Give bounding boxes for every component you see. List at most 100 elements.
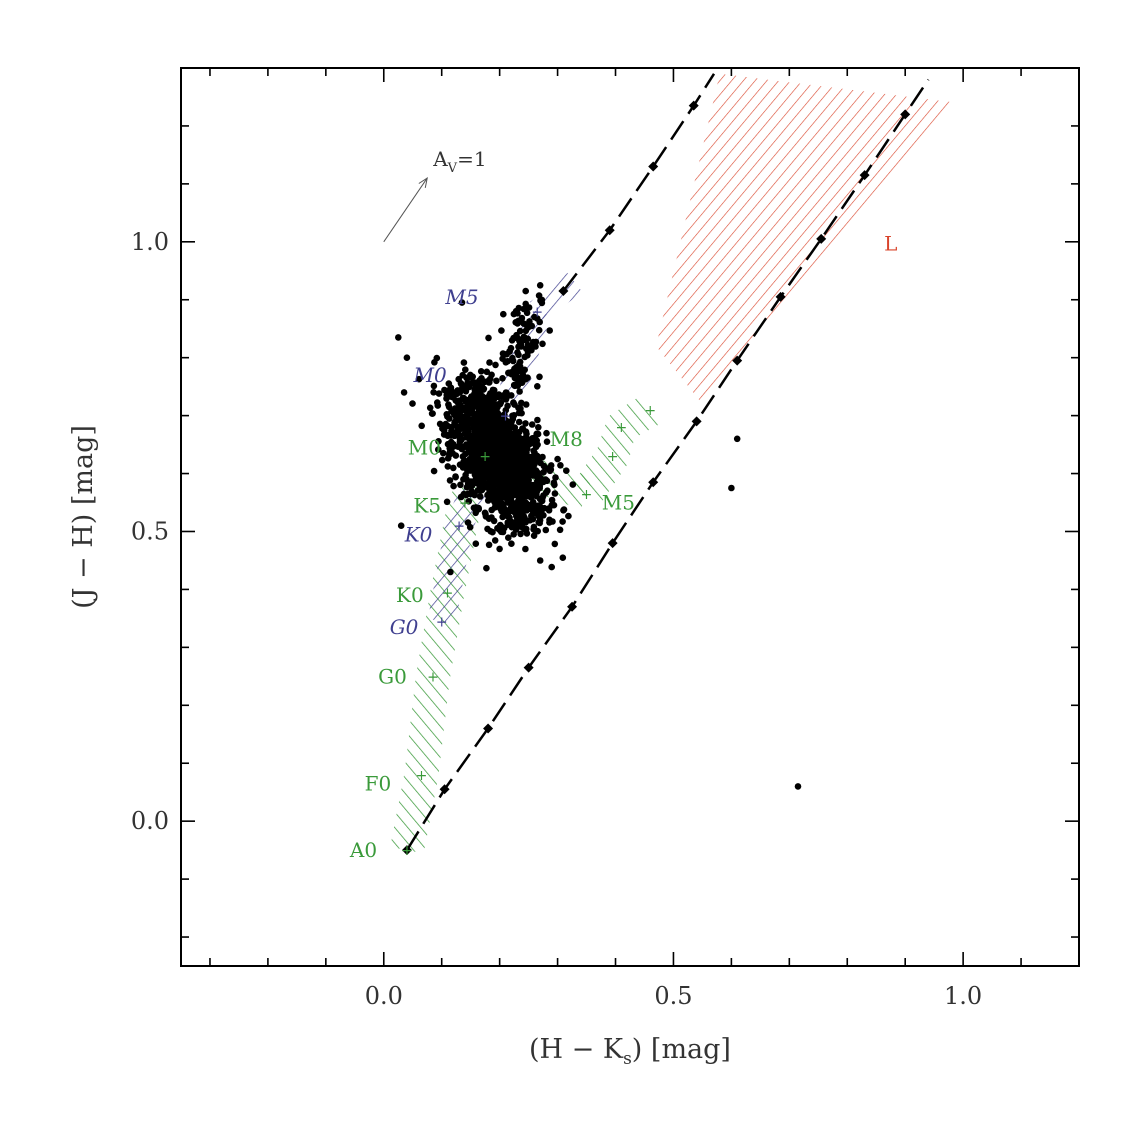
x-tick-label: 0.5 <box>654 982 692 1010</box>
dwarf-sequence-marker: + <box>416 768 428 784</box>
data-point <box>468 433 475 441</box>
data-point <box>554 455 561 463</box>
data-point <box>488 407 496 415</box>
data-point <box>522 433 530 441</box>
data-point <box>552 474 559 481</box>
giant-label-m0: M0 <box>413 363 447 387</box>
data-point <box>489 454 496 462</box>
data-point <box>515 409 523 417</box>
data-point <box>430 382 438 390</box>
reddening-marker-1-8 <box>691 416 702 427</box>
av-label-tail: =1 <box>457 147 486 171</box>
data-point <box>508 461 516 469</box>
data-point <box>534 416 541 424</box>
data-point <box>565 512 572 520</box>
data-point <box>530 526 537 533</box>
data-point <box>397 522 405 529</box>
dwarf-sequence-marker: + <box>615 420 627 436</box>
data-point <box>476 377 484 384</box>
reddening-marker-2-1 <box>558 286 569 297</box>
data-point <box>475 392 483 400</box>
data-point <box>448 408 455 415</box>
data-point <box>536 557 544 564</box>
data-point <box>529 498 537 506</box>
reddening-line-layer <box>405 73 930 851</box>
data-point <box>409 400 416 407</box>
data-point <box>499 355 506 363</box>
data-point <box>502 453 509 460</box>
data-point <box>524 341 532 349</box>
data-point <box>535 512 542 520</box>
data-point <box>461 462 469 469</box>
reddening-vector-label: AV=1 <box>432 147 486 176</box>
dwarf-label-a0: A0 <box>349 838 377 862</box>
reddening-marker-1-4 <box>523 662 534 673</box>
reddening-marker-1-7 <box>648 477 659 488</box>
data-point <box>522 287 529 295</box>
data-point <box>498 523 505 530</box>
data-point <box>509 412 516 420</box>
data-point <box>486 432 494 440</box>
reddening-line-2 <box>562 73 716 292</box>
data-point <box>521 353 529 361</box>
data-point <box>479 442 486 449</box>
data-point <box>487 402 495 410</box>
data-point <box>430 467 438 475</box>
data-point <box>521 526 528 533</box>
dwarf-label-f0: F0 <box>365 772 392 796</box>
data-point <box>524 454 532 462</box>
data-point <box>477 368 485 375</box>
data-point <box>518 399 525 407</box>
giant-sequence-marker: + <box>500 409 512 425</box>
data-point <box>467 394 475 401</box>
data-point <box>551 481 558 489</box>
data-point <box>534 383 541 390</box>
data-point <box>474 458 482 465</box>
data-point <box>544 487 551 495</box>
data-point <box>506 348 513 355</box>
data-point <box>415 375 423 383</box>
data-point <box>395 334 402 341</box>
reddening-marker-2-2 <box>604 225 615 236</box>
data-point <box>486 359 493 366</box>
dwarf-label-m8: M8 <box>550 427 583 451</box>
data-point <box>536 373 543 381</box>
data-point <box>440 427 448 435</box>
data-point <box>535 469 542 477</box>
data-point <box>467 461 474 468</box>
data-point <box>485 541 493 549</box>
dwarf-sequence-band <box>390 439 593 854</box>
data-point <box>538 505 545 512</box>
data-point <box>505 418 513 426</box>
data-point <box>510 531 517 538</box>
data-point <box>489 386 497 394</box>
data-point <box>511 443 518 451</box>
data-point <box>503 441 511 448</box>
dwarf-label-k0: K0 <box>396 583 424 607</box>
data-point <box>516 327 524 335</box>
data-point <box>534 430 542 438</box>
x-tick-label: 1.0 <box>944 982 982 1010</box>
data-point <box>515 462 522 469</box>
data-point <box>499 430 506 437</box>
data-point <box>462 383 469 390</box>
data-point <box>540 462 548 470</box>
data-point <box>532 436 540 444</box>
x-tick-label: 0.0 <box>365 982 403 1010</box>
data-point <box>498 327 505 334</box>
data-point <box>426 404 434 412</box>
data-point <box>516 379 524 387</box>
data-point <box>508 392 515 399</box>
dwarf-sequence-marker: + <box>401 843 413 859</box>
x-axis-title-main: (H − K <box>529 1034 624 1065</box>
data-point <box>447 568 454 576</box>
data-point <box>516 519 523 527</box>
data-point <box>551 540 559 548</box>
data-point <box>466 523 474 531</box>
data-point <box>482 423 490 430</box>
data-point <box>496 492 504 499</box>
data-point <box>492 429 500 436</box>
giant-label-g0: G0 <box>390 615 419 639</box>
data-point <box>490 443 498 450</box>
reddening-marker-1-3 <box>483 723 494 734</box>
